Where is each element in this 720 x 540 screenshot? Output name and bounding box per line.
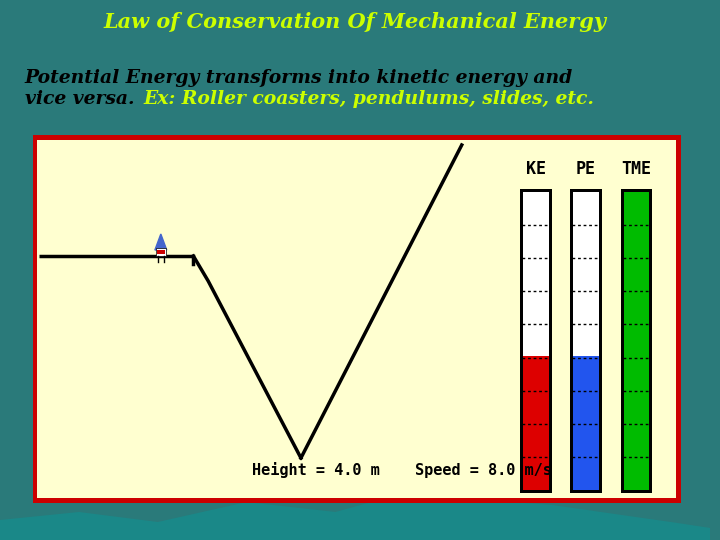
Bar <box>523 192 549 490</box>
Bar <box>523 356 549 490</box>
Text: Speed = 8.0 m/s: Speed = 8.0 m/s <box>415 462 552 477</box>
Text: Law of Conservation Of Mechanical Energy: Law of Conservation Of Mechanical Energy <box>104 12 607 32</box>
Text: KE: KE <box>526 160 546 178</box>
Bar <box>573 356 599 490</box>
Bar <box>157 250 165 254</box>
Polygon shape <box>155 234 167 250</box>
Bar <box>156 248 166 256</box>
Bar <box>520 189 552 493</box>
Text: Ex: Roller coasters, pendulums, slides, etc.: Ex: Roller coasters, pendulums, slides, … <box>143 90 594 108</box>
Polygon shape <box>0 490 711 540</box>
Text: TME: TME <box>621 160 652 178</box>
Bar <box>32 135 681 503</box>
Text: Potential Energy transforms into kinetic energy and: Potential Energy transforms into kinetic… <box>24 69 573 87</box>
Text: vice versa.: vice versa. <box>24 90 140 108</box>
Bar <box>570 189 602 493</box>
Bar <box>624 192 649 490</box>
Bar <box>573 192 599 490</box>
Text: PE: PE <box>576 160 596 178</box>
Bar <box>624 192 649 490</box>
Bar <box>621 189 652 493</box>
Text: Height = 4.0 m: Height = 4.0 m <box>252 462 379 478</box>
Bar <box>37 140 676 498</box>
